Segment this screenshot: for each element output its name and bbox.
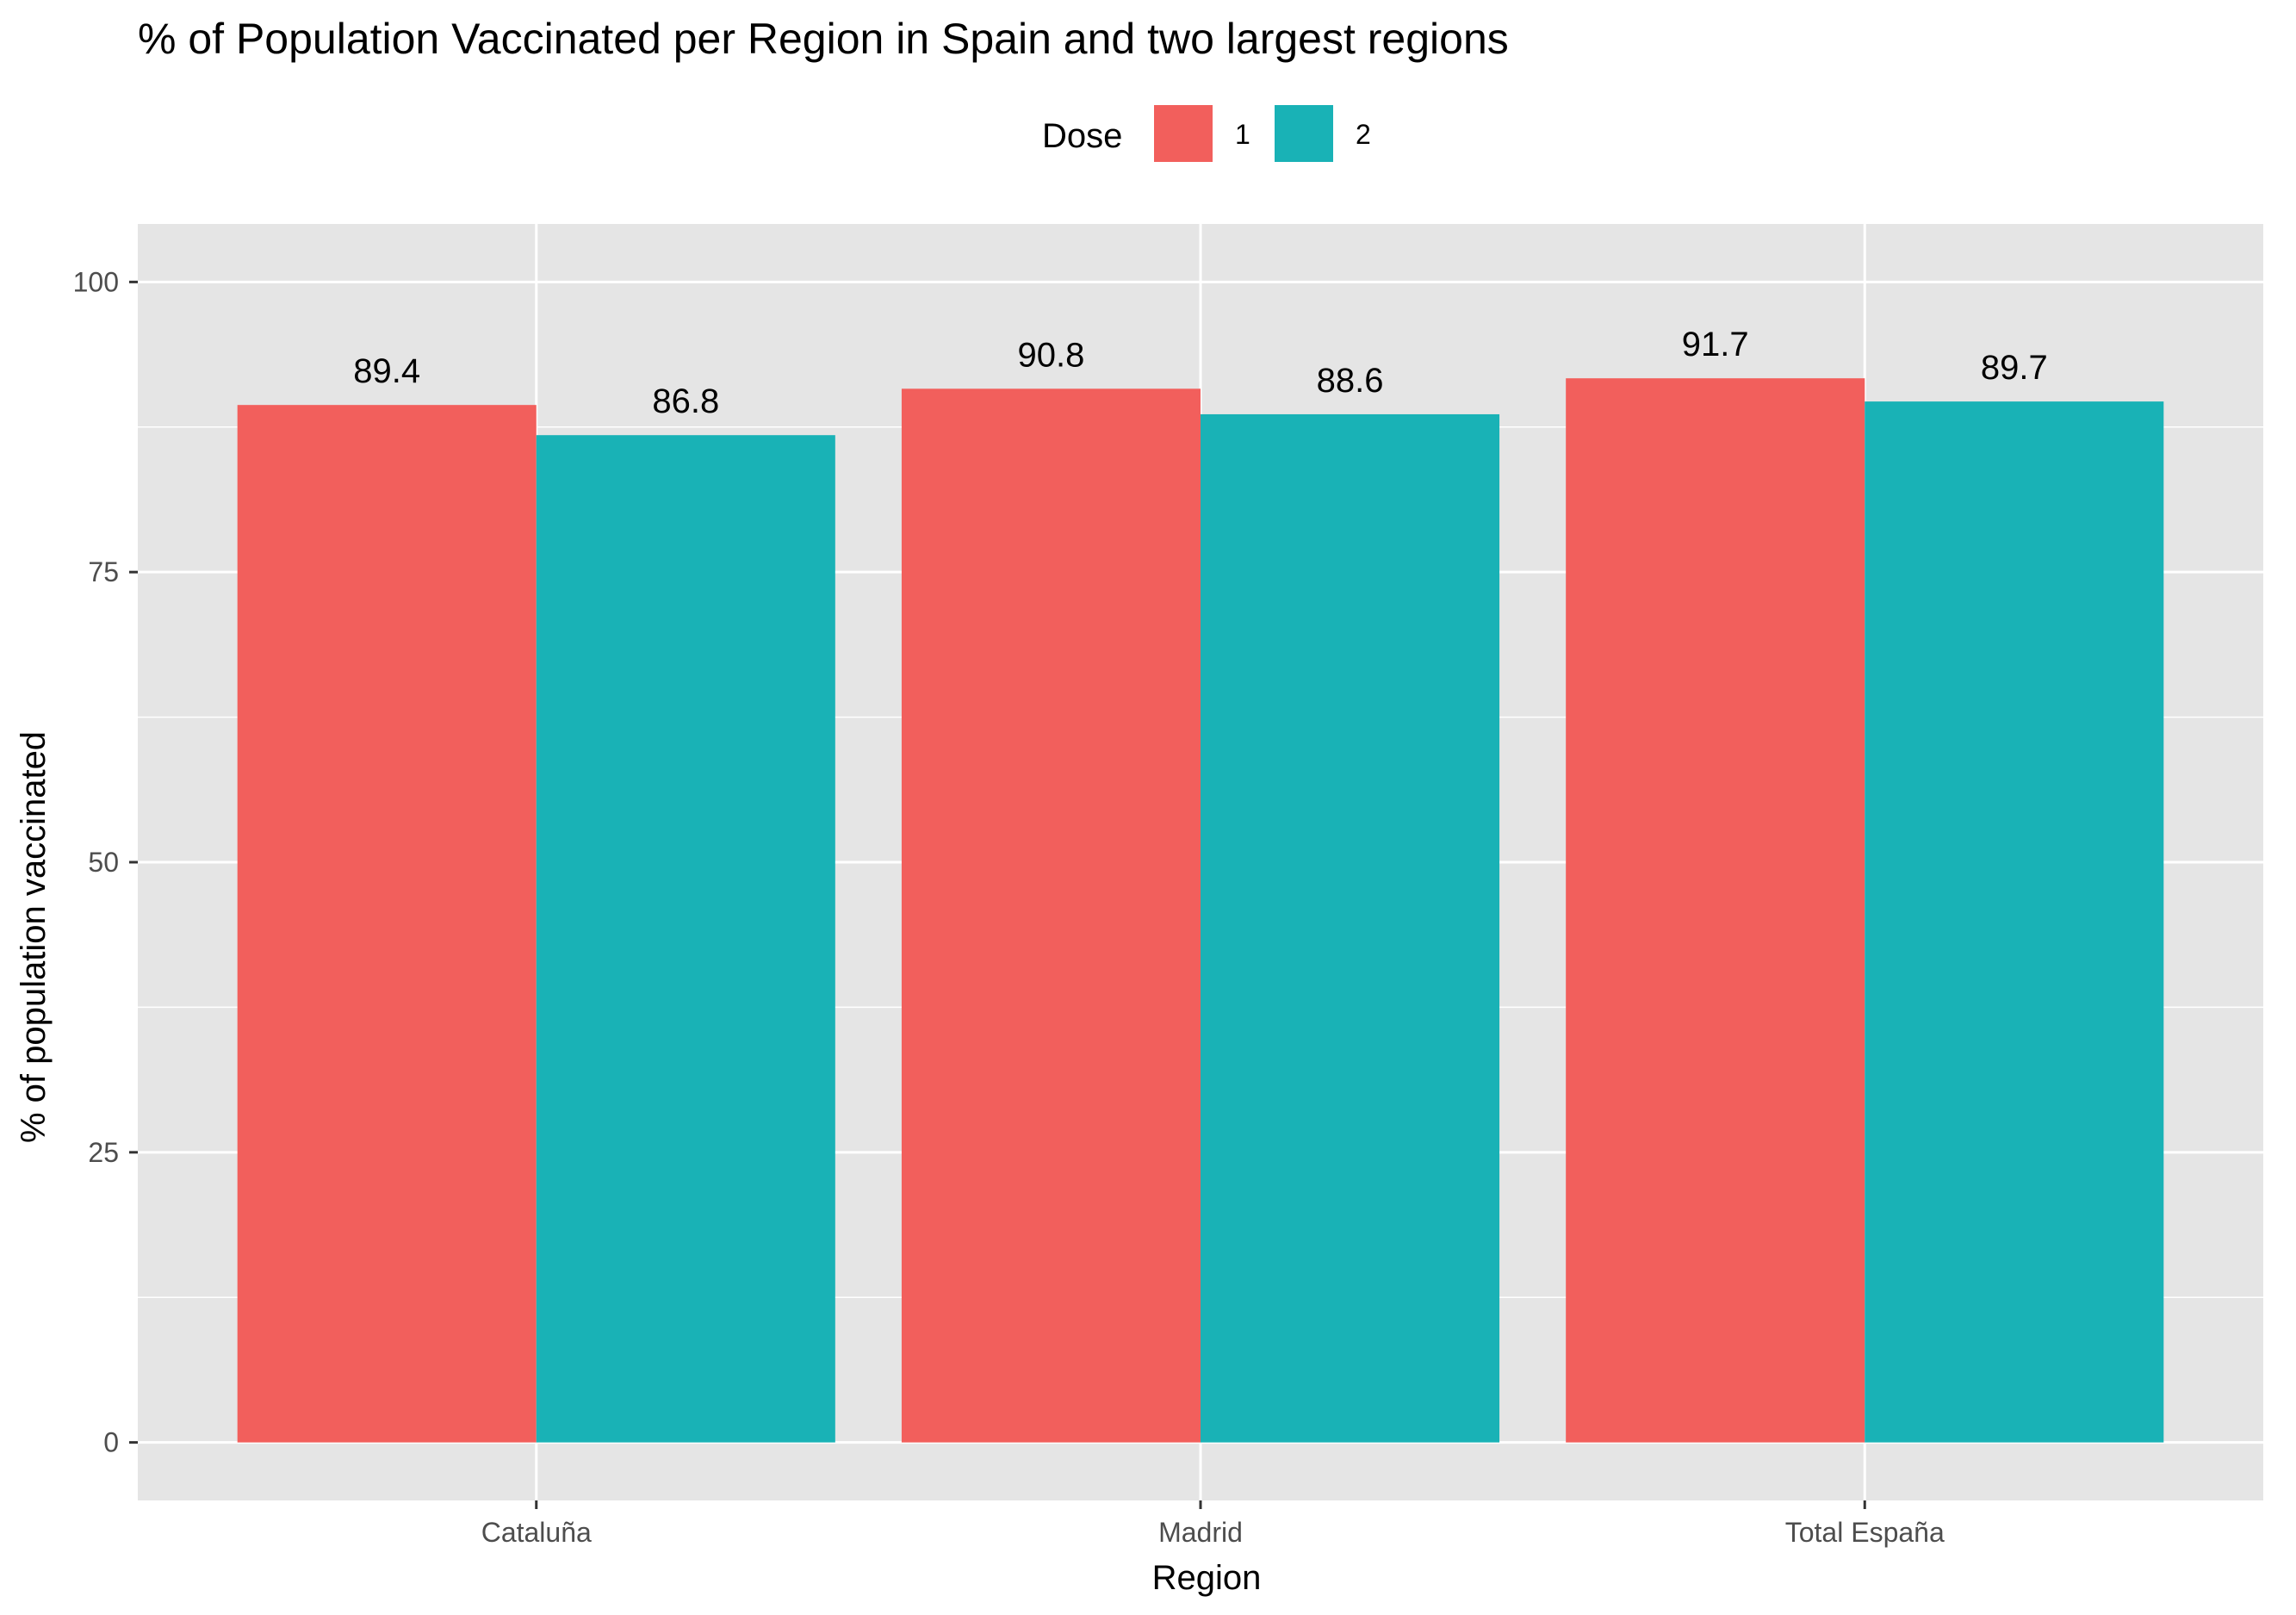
x-axis-title: Region [1152,1559,1262,1597]
bar [237,405,537,1443]
data-label: 90.8 [1018,336,1085,374]
legend: Dose 1 2 [1042,105,1371,162]
y-tick-label: 25 [88,1137,119,1168]
bars [237,378,2164,1443]
x-tick-label: Cataluña [481,1517,592,1548]
x-tick-label: Total España [1785,1517,1945,1548]
bar [1566,378,1865,1443]
chart-title: % of Population Vaccinated per Region in… [138,15,1509,63]
bar [536,435,835,1443]
data-label: 88.6 [1317,362,1384,400]
y-tick-label: 50 [88,847,119,878]
y-axis-title: % of population vaccinated [15,731,53,1143]
y-tick-label: 75 [88,556,119,587]
data-label: 89.7 [1981,349,2048,387]
data-labels: 89.4 86.8 90.8 88.6 91.7 89.7 [353,326,2047,420]
legend-title: Dose [1042,117,1122,155]
legend-key [1275,105,1333,162]
data-label: 91.7 [1682,326,1749,363]
bar [901,388,1201,1443]
data-label: 86.8 [652,382,719,420]
x-tick-label: Madrid [1158,1517,1243,1548]
bar [1201,413,1500,1443]
legend-label: 2 [1356,119,1371,150]
legend-label: 1 [1235,119,1250,150]
legend-key [1154,105,1213,162]
bar [1865,401,2164,1443]
y-tick-label: 100 [73,266,119,297]
y-tick-label: 0 [103,1427,119,1458]
x-axis: Cataluña Madrid Total España [481,1500,1945,1548]
y-axis: 0 25 50 75 100 [73,266,138,1458]
data-label: 89.4 [353,352,420,390]
